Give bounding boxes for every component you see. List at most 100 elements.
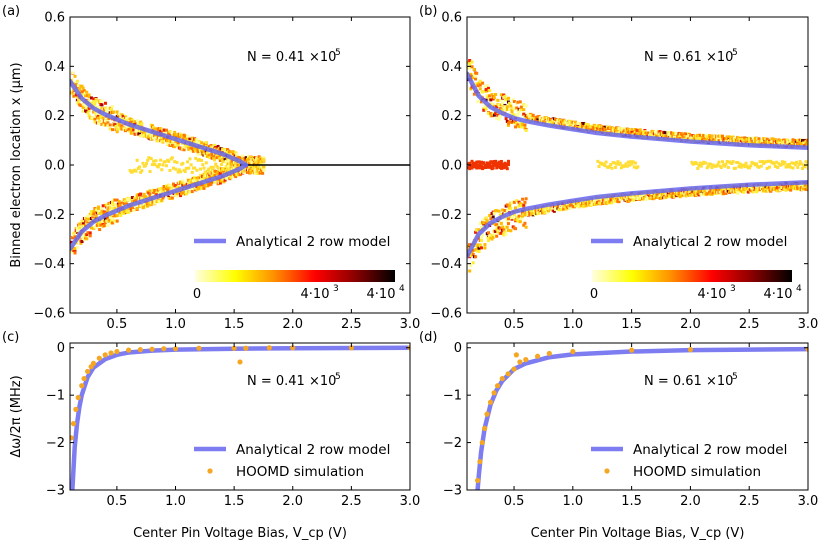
- legend-marker-swatch: [604, 468, 610, 474]
- data-point: [81, 375, 87, 382]
- series-line-upper: [70, 345, 410, 490]
- x-tick-label: 2.5: [341, 494, 362, 509]
- data-point: [196, 345, 202, 351]
- y-axis-label: Binned electron location x (μm): [9, 62, 24, 267]
- data-point: [237, 359, 243, 365]
- colorbar-exponent: 4: [399, 284, 405, 294]
- data-point: [479, 439, 485, 446]
- data-point: [172, 346, 179, 352]
- y-tick-label: −0.2: [33, 208, 65, 223]
- data-point: [126, 347, 132, 353]
- panel-label: (a): [2, 4, 20, 19]
- data-point: [491, 390, 497, 396]
- y-tick-label: −2: [443, 436, 462, 451]
- data-point: [90, 360, 97, 366]
- data-point: [687, 347, 694, 353]
- data-point: [70, 421, 77, 427]
- axes-frame: [466, 342, 809, 491]
- y-tick-label: −2: [46, 436, 65, 451]
- data-point: [84, 368, 91, 375]
- x-tick-label: 0.5: [107, 317, 128, 332]
- panel-b: (b) 0.5 1.0 1.5 2.0 2.5 3.0 0.6 0.4 0.2 0.0 −0.2 −0.…: [419, 4, 818, 332]
- x-axis-label: Center Pin Voltage Bias, V_cp (V): [133, 526, 347, 541]
- x-tick-label: 2.0: [282, 494, 303, 509]
- y-tick-label: −3: [46, 484, 65, 499]
- data-point: [505, 371, 511, 377]
- x-tick-label: 0.5: [504, 317, 525, 332]
- axes-frame: [69, 342, 411, 491]
- data-point: [70, 435, 74, 441]
- data-point: [474, 477, 481, 484]
- panel-c: (c) 0.5 1.0 1.5 2.0 2.5 3.0 0 −1 −2 −3 N = 0.41 ×10…: [2, 330, 420, 541]
- x-tick-label: 3.0: [798, 494, 819, 509]
- y-tick-label: −0.6: [33, 307, 65, 322]
- x-tick-label: 1.5: [621, 317, 642, 332]
- legend-entry: HOOMD simulation: [236, 464, 364, 480]
- data-point: [108, 350, 114, 356]
- data-point: [96, 355, 102, 361]
- n-annotation: N = 0.41 ×10: [247, 50, 336, 65]
- colorbar-exponent: 3: [730, 284, 736, 294]
- data-point: [546, 350, 552, 357]
- y-tick-label: −0.4: [430, 257, 462, 272]
- y-tick-label: −0.4: [33, 257, 65, 272]
- data-point: [73, 406, 79, 412]
- y-tick-label: 0.0: [441, 159, 462, 174]
- legend-entry: Analytical 2 row model: [236, 442, 390, 458]
- colorbar-exponent: 3: [333, 284, 339, 294]
- data-point: [290, 345, 296, 351]
- plot-area: [467, 58, 808, 273]
- x-tick-label: 3.0: [400, 494, 421, 509]
- plot-area: [70, 71, 410, 255]
- data-point: [75, 394, 81, 401]
- x-tick-label: 0.5: [107, 494, 128, 509]
- x-tick-label: 1.5: [224, 494, 245, 509]
- y-tick-label: 0: [57, 341, 65, 356]
- n-annotation-exponent: 5: [335, 372, 341, 382]
- data-point: [477, 458, 483, 465]
- x-axis-label: Center Pin Voltage Bias, V_cp (V): [531, 526, 745, 541]
- x-tick-label: 1.0: [165, 317, 186, 332]
- plot-area: [70, 345, 410, 490]
- x-tick-label: 2.5: [739, 317, 760, 332]
- data-point: [517, 359, 523, 365]
- y-axis-label: Δω/2π (MHz): [9, 375, 24, 457]
- y-tick-label: 0.4: [44, 60, 65, 75]
- legend-marker-swatch: [207, 468, 213, 474]
- n-annotation: N = 0.61 ×10: [644, 50, 733, 65]
- legend-entry: HOOMD simulation: [633, 464, 761, 480]
- colorbar-label: 0: [193, 287, 201, 302]
- data-point: [484, 411, 490, 417]
- y-tick-label: 0.0: [44, 159, 65, 174]
- x-tick-label: 3.0: [400, 317, 421, 332]
- y-tick-label: −0.6: [430, 307, 462, 322]
- y-tick-label: −1: [443, 389, 462, 404]
- data-point: [161, 346, 167, 352]
- colorbar-label: 4·10: [698, 287, 727, 302]
- data-point: [629, 347, 635, 353]
- y-tick-label: 0: [454, 341, 462, 356]
- data-point: [266, 345, 272, 351]
- x-tick-label: 1.0: [562, 317, 583, 332]
- y-tick-label: 0.4: [441, 60, 462, 75]
- x-tick-label: 2.0: [680, 494, 701, 509]
- x-tick-label: 3.0: [798, 317, 819, 332]
- panel-label: (c): [2, 330, 19, 345]
- panel-label: (b): [419, 4, 437, 19]
- data-point: [137, 347, 143, 353]
- x-tick-label: 2.5: [341, 317, 362, 332]
- panel-label: (d): [419, 330, 437, 345]
- heatmap-cells: [70, 71, 266, 255]
- panel-a: (a) 0.5 1.0 1.5 2.0 2.5 3.0 0.6 0.4 0.2 0.0 −0.2 −0.…: [2, 4, 420, 332]
- x-tick-label: 1.5: [621, 494, 642, 509]
- series-line-upper: [467, 71, 808, 150]
- legend-entry: Analytical 2 row model: [633, 442, 787, 458]
- n-annotation-exponent: 5: [335, 48, 341, 58]
- y-tick-label: 0.6: [441, 11, 462, 26]
- data-point: [570, 348, 576, 355]
- colorbar-label: 4·10: [301, 287, 330, 302]
- series-line-lower: [70, 162, 249, 252]
- n-annotation-exponent: 5: [732, 372, 738, 382]
- colorbar: [195, 270, 395, 282]
- data-point: [499, 375, 505, 382]
